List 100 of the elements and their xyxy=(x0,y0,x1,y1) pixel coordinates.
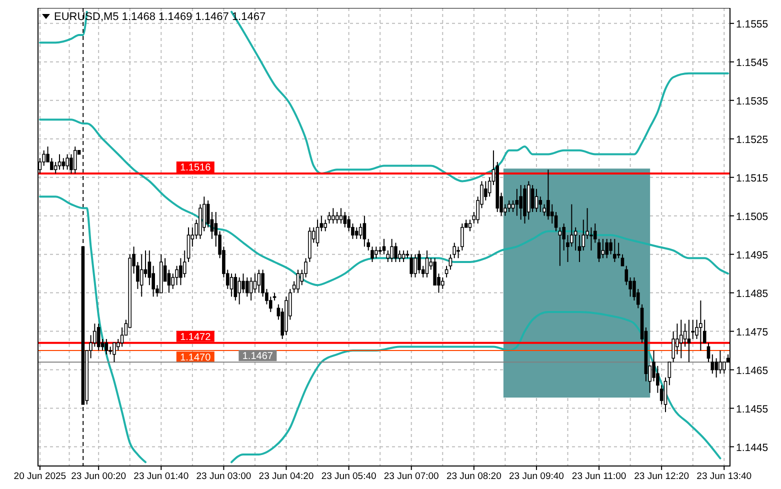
y-tick-label: 1.1485 xyxy=(736,288,768,300)
candlestick xyxy=(425,250,429,278)
candlestick xyxy=(722,362,726,374)
candlestick xyxy=(530,184,534,212)
candlestick xyxy=(70,154,73,174)
x-tick-label: 23 Jun 13:40 xyxy=(696,471,752,482)
candlestick xyxy=(574,226,578,251)
candlestick xyxy=(104,338,108,355)
candlestick xyxy=(668,362,672,386)
candlestick xyxy=(620,254,624,266)
candlestick xyxy=(546,169,550,220)
candlestick xyxy=(578,234,582,263)
candlestick xyxy=(394,242,398,263)
candlestick xyxy=(253,273,257,294)
candlestick xyxy=(230,273,234,298)
candlestick xyxy=(140,254,144,298)
candlestick xyxy=(202,196,206,232)
candlestick xyxy=(398,250,402,263)
y-tick-label: 1.1555 xyxy=(736,18,768,30)
candlestick xyxy=(268,296,272,313)
candlestick xyxy=(382,238,386,255)
candlestick xyxy=(452,242,456,259)
candlestick xyxy=(507,200,511,212)
candlestick xyxy=(534,188,538,212)
candlestick xyxy=(558,226,562,266)
candlestick xyxy=(511,200,515,212)
x-tick-label: 23 Jun 05:40 xyxy=(321,471,376,482)
x-tick-label: 23 Jun 11:00 xyxy=(572,471,626,482)
candlestick xyxy=(171,273,175,290)
candlestick xyxy=(448,254,452,270)
candlestick xyxy=(605,238,608,259)
y-tick-label: 1.1525 xyxy=(736,134,768,146)
candlestick xyxy=(418,250,421,274)
y-tick-label: 1.1475 xyxy=(736,326,768,338)
candlestick xyxy=(664,376,668,413)
x-tick-label: 23 Jun 09:40 xyxy=(509,471,564,482)
y-tick-label: 1.1465 xyxy=(736,364,768,377)
candlestick xyxy=(296,269,300,294)
candlestick xyxy=(710,354,714,374)
candlestick xyxy=(206,200,210,228)
x-tick-label: 23 Jun 12:20 xyxy=(634,471,690,482)
candlestick xyxy=(402,250,406,263)
candlestick xyxy=(386,250,390,263)
candlestick xyxy=(554,211,558,232)
candlestick xyxy=(167,269,171,294)
ref-line-label: 1.1470 xyxy=(180,352,212,364)
y-tick-label: 1.1445 xyxy=(736,442,768,454)
candlestick xyxy=(519,184,522,220)
candlestick xyxy=(246,276,249,298)
candlestick xyxy=(242,273,245,294)
y-tick-label: 1.1505 xyxy=(736,210,768,223)
candlestick xyxy=(538,196,542,212)
candlestick xyxy=(440,276,444,290)
candlestick xyxy=(354,226,358,240)
candlestick xyxy=(676,323,679,355)
x-tick-label: 20 Jun 2025 xyxy=(14,471,66,482)
x-tick-label: 23 Jun 04:20 xyxy=(258,471,314,482)
candlestick xyxy=(112,342,116,363)
candlestick xyxy=(54,161,58,174)
candlestick xyxy=(414,254,417,278)
candlestick xyxy=(718,350,722,374)
candlestick xyxy=(358,223,362,240)
y-tick-label: 1.1455 xyxy=(736,403,768,416)
y-tick-label: 1.1545 xyxy=(736,56,768,69)
candlestick xyxy=(73,146,77,174)
candlestick xyxy=(468,219,472,232)
candlestick xyxy=(410,254,414,278)
candlestick xyxy=(234,273,238,302)
candlestick xyxy=(238,276,241,305)
candlestick xyxy=(58,154,62,170)
x-tick-label: 23 Jun 07:00 xyxy=(384,471,439,482)
candlestick xyxy=(50,158,54,170)
candlestick xyxy=(362,215,366,248)
candlestick xyxy=(515,188,519,216)
candlestick xyxy=(714,358,718,378)
candlestick xyxy=(120,326,124,348)
candlestick xyxy=(335,211,339,224)
candlestick xyxy=(374,246,378,259)
y-tick-label: 1.1515 xyxy=(736,172,768,184)
ref-line-label: 1.1516 xyxy=(180,162,212,174)
candlestick xyxy=(613,238,616,263)
y-tick-label: 1.1535 xyxy=(736,95,768,108)
x-tick-label: 23 Jun 03:00 xyxy=(196,471,252,482)
candlestick xyxy=(699,300,702,352)
candlestick xyxy=(332,208,335,224)
x-tick-label: 23 Jun 00:20 xyxy=(71,471,126,482)
candlestick xyxy=(96,323,100,352)
candlestick xyxy=(616,242,620,259)
candlestick xyxy=(683,323,687,348)
candlestick xyxy=(316,219,320,248)
ref-line-label: 1.1472 xyxy=(180,332,212,343)
candlestick xyxy=(484,180,488,201)
candlestick xyxy=(175,265,178,286)
line-series xyxy=(38,118,730,286)
y-tick-label: 1.1495 xyxy=(736,249,768,262)
candlestick xyxy=(444,265,448,278)
candlestick xyxy=(601,238,605,259)
x-tick-label: 23 Jun 01:40 xyxy=(134,471,189,482)
candlestick xyxy=(62,158,66,170)
candlestick xyxy=(679,319,683,359)
